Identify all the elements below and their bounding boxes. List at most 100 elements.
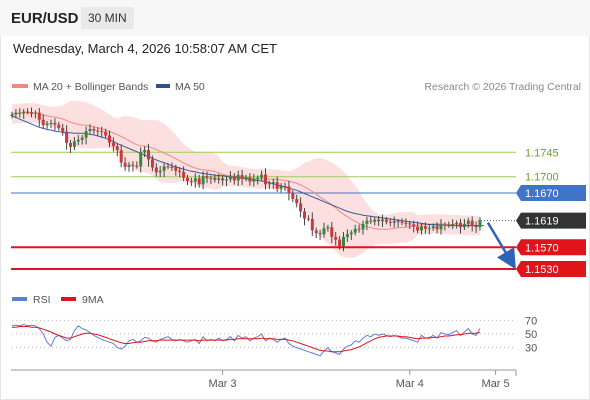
candle-bear xyxy=(388,221,392,223)
candle-bull xyxy=(228,176,232,180)
candle-bull xyxy=(217,178,221,180)
x-axis: Mar 3 Mar 4 Mar 5 xyxy=(11,369,517,390)
candle-bear xyxy=(135,165,139,167)
candle-bear xyxy=(275,182,279,189)
candle-bull xyxy=(252,178,256,182)
candle-bear xyxy=(232,176,236,181)
rsi-pane: 70 50 30 xyxy=(11,315,537,357)
ma50-line xyxy=(11,115,484,227)
candle-bull xyxy=(451,223,455,226)
rsi-ma-line xyxy=(12,326,481,353)
candle-bull xyxy=(381,219,384,222)
candle-bear xyxy=(131,164,135,166)
candle-bull xyxy=(244,177,248,179)
candle-bear xyxy=(423,226,427,229)
candle-bear xyxy=(330,227,334,237)
candle-bear xyxy=(264,174,267,185)
candle-bear xyxy=(65,131,69,144)
candle-bear xyxy=(221,178,225,181)
candle-bull xyxy=(88,128,92,132)
candle-bear xyxy=(147,150,150,160)
candle-bull xyxy=(427,228,431,230)
candle-bull xyxy=(49,122,53,124)
candle-bear xyxy=(459,222,462,228)
candle-bear xyxy=(182,171,186,178)
legend-label-ma20: MA 20 + Bollinger Bands xyxy=(33,81,148,93)
candle-bull xyxy=(45,123,49,126)
candle-bull xyxy=(143,150,147,153)
candle-bear xyxy=(170,166,174,168)
candle-bull xyxy=(209,177,213,179)
forecast-arrow xyxy=(486,222,516,270)
candle-bear xyxy=(334,236,338,240)
candle-bear xyxy=(213,177,217,180)
candle-bull xyxy=(22,111,26,114)
candle-bull xyxy=(162,166,166,171)
symbol-label: EUR/USD xyxy=(11,10,79,27)
candle-bear xyxy=(287,186,291,194)
candle-bear xyxy=(53,122,57,125)
candle-bull xyxy=(256,177,260,179)
price-pane: 1.1745 1.1700 1.1670 1.1619 1.1570 1.1530 xyxy=(10,100,586,277)
candle-bull xyxy=(193,178,197,182)
candle-bear xyxy=(96,130,100,132)
candle-bull xyxy=(267,183,271,185)
rsi-line xyxy=(11,323,481,357)
level-tag-1.1530 xyxy=(516,260,586,277)
candle-bear xyxy=(248,177,252,182)
candle-bull xyxy=(201,176,205,185)
candle-bull xyxy=(322,228,326,235)
candle-bull xyxy=(455,222,459,224)
candle-bear xyxy=(396,221,400,223)
legend-swatch-rsi xyxy=(12,297,27,301)
candle-bull xyxy=(139,152,143,167)
level-label-1.1530: 1.1530 xyxy=(525,264,559,276)
candle-bear xyxy=(357,228,361,230)
candle-bear xyxy=(154,167,158,173)
candle-bear xyxy=(18,112,22,114)
candle-bear xyxy=(306,218,310,220)
candle-bear xyxy=(291,193,295,199)
candle-bear xyxy=(57,124,61,128)
candle-bull xyxy=(342,236,345,247)
candle-bull xyxy=(361,223,365,230)
candle-bull xyxy=(345,234,349,237)
candle-bear xyxy=(400,221,404,223)
candle-bear xyxy=(189,181,193,183)
candle-bear xyxy=(197,178,201,185)
timeframe-button[interactable]: 30 MIN xyxy=(81,7,134,29)
candle-bull xyxy=(326,227,330,229)
candle-bear xyxy=(41,119,45,126)
candle-bear xyxy=(416,226,420,231)
candle-bull xyxy=(349,232,353,235)
candle-bear xyxy=(318,233,322,235)
candle-bear xyxy=(240,175,244,179)
level-tag-1.1570 xyxy=(516,239,586,256)
candle-bear xyxy=(295,198,299,204)
candle-bear xyxy=(69,143,72,147)
legend-label-ma50: MA 50 xyxy=(175,81,205,93)
candle-bull xyxy=(478,220,482,228)
candle-bull xyxy=(431,226,435,229)
candle-bull xyxy=(462,223,466,228)
candle-bull xyxy=(236,175,240,181)
datetime-label: Wednesday, March 4, 2026 10:58:07 AM CET xyxy=(13,41,277,56)
candle-bear xyxy=(26,111,30,113)
x-tick-label: Mar 5 xyxy=(482,378,510,390)
level-label-1.1619: 1.1619 xyxy=(525,216,559,228)
candle-bear xyxy=(115,146,119,151)
candle-bear xyxy=(384,219,388,222)
candle-bear xyxy=(299,203,303,212)
candle-bear xyxy=(408,223,412,225)
candle-bull xyxy=(392,221,396,223)
candle-bull xyxy=(260,174,264,178)
candle-bull xyxy=(84,131,88,138)
candle-bear xyxy=(174,167,178,171)
candle-bear xyxy=(30,112,33,114)
candle-bear xyxy=(443,224,447,226)
level-tag-1.1619 xyxy=(516,212,586,229)
candle-bull xyxy=(225,179,228,181)
rsi-tick-50: 50 xyxy=(525,329,537,341)
legend-label-rsi: RSI xyxy=(33,294,51,306)
candle-bull xyxy=(271,182,275,184)
